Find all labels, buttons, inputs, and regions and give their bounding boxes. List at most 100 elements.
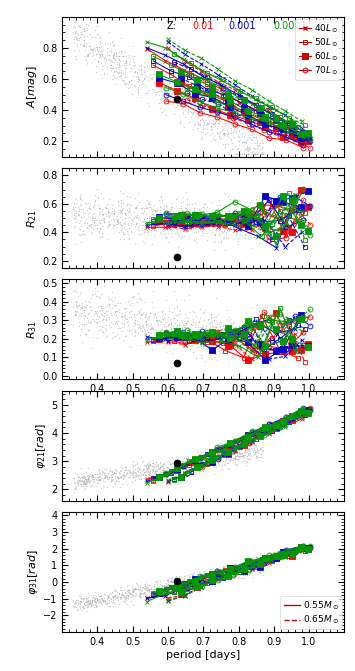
Point [231,206,237,217]
Point [76,597,82,608]
Point [84,313,90,323]
Point [129,75,134,86]
Point [224,446,229,456]
Point [146,213,152,224]
Point [202,95,208,105]
Point [226,132,231,142]
Point [180,108,186,119]
Point [94,595,100,605]
Point [77,478,83,489]
Point [223,102,229,113]
Point [196,119,202,130]
Point [260,225,266,236]
Point [153,458,158,469]
Point [241,338,247,348]
Point [133,588,138,599]
Point [154,576,160,587]
Point [119,478,125,489]
Point [177,458,183,468]
Point [202,129,207,140]
Point [206,576,212,587]
Point [240,214,246,225]
Point [169,577,175,588]
Point [239,118,245,129]
Point [110,218,116,229]
Point [217,336,222,347]
Point [74,41,80,52]
Point [108,596,114,607]
Point [126,468,132,478]
Point [73,194,79,205]
Point [105,590,111,601]
Point [105,591,111,602]
Point [71,197,77,208]
Point [157,315,163,326]
Point [155,464,160,474]
Point [100,215,105,225]
Point [92,215,97,226]
Point [126,211,132,222]
Point [96,464,102,475]
Point [82,474,88,484]
Point [160,460,166,470]
Point [247,337,252,348]
Point [215,448,221,458]
Point [87,471,92,482]
Point [124,62,129,73]
Point [214,116,219,127]
Point [254,140,260,151]
Point [89,595,95,606]
Point [144,463,150,474]
Point [143,217,149,227]
Point [175,310,181,321]
Point [236,219,242,229]
Point [81,603,87,613]
Point [203,321,209,332]
Point [170,215,176,226]
Point [135,66,140,77]
Point [160,462,166,473]
Point [85,592,91,603]
Point [80,229,85,240]
Point [79,476,85,486]
Point [254,324,260,335]
Point [164,575,170,586]
Point [105,207,111,218]
Point [110,595,116,605]
Point [112,79,118,89]
Point [84,473,89,484]
Point [239,451,245,462]
Point [221,331,226,342]
Point [195,106,201,117]
Point [180,336,186,347]
Point [191,314,196,325]
Point [234,216,240,227]
Point [80,476,86,487]
Point [128,219,134,230]
Point [232,214,238,225]
Point [146,210,152,221]
Point [152,585,157,596]
Point [97,325,102,336]
Point [213,117,218,128]
Point [116,468,122,479]
Point [237,328,242,339]
Point [114,592,120,603]
Point [153,339,159,350]
Point [148,225,154,236]
Point [85,597,91,607]
Point [258,217,264,227]
Point [180,584,185,595]
Point [103,203,109,213]
Point [87,480,93,491]
Point [157,201,163,211]
Point [213,113,219,124]
Point [122,595,127,606]
Point [203,101,208,111]
Point [97,474,103,484]
Point [158,326,163,337]
Point [152,69,157,80]
Point [126,580,132,590]
Point [243,327,248,338]
Point [236,446,242,457]
